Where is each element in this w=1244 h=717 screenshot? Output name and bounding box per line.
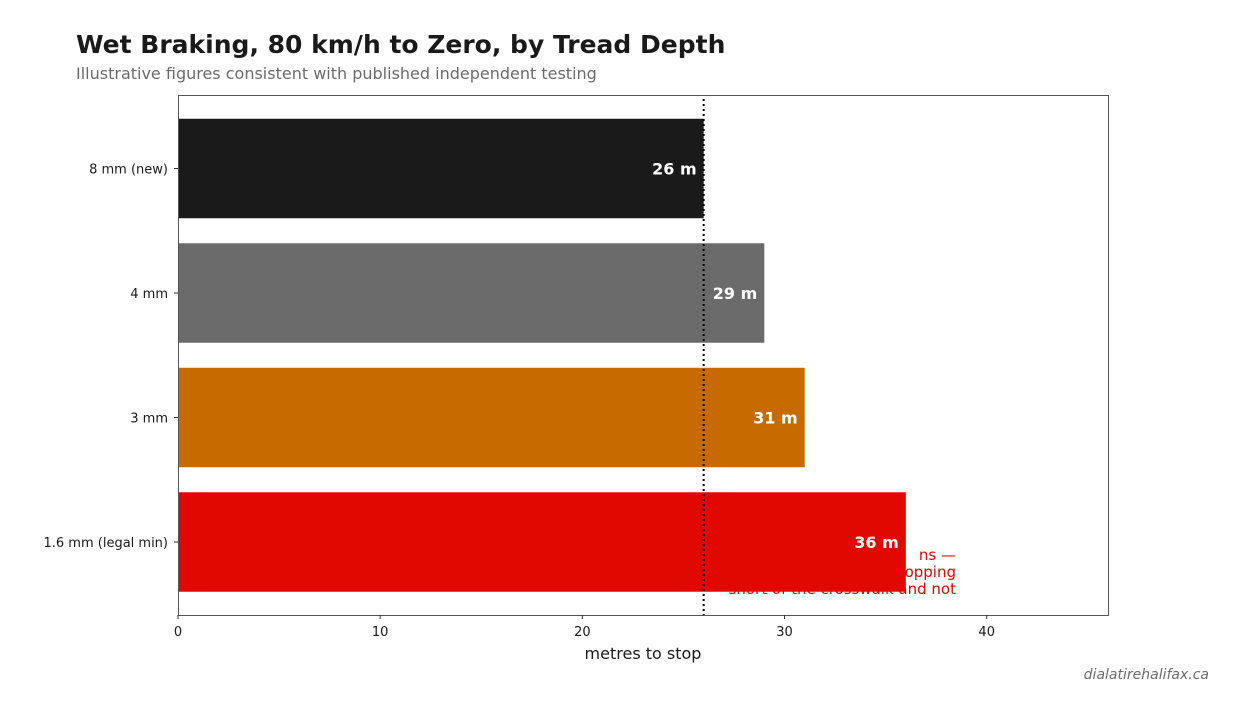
x-tick-label: 0 <box>174 625 182 640</box>
bars-layer <box>178 118 906 592</box>
watermark: dialatirehalifax.ca <box>1083 667 1209 683</box>
data-label: 29 m <box>713 284 758 303</box>
x-tick-label: 30 <box>776 625 793 640</box>
x-tick-label: 20 <box>574 625 591 640</box>
category-label: 4 mm <box>130 287 168 302</box>
x-tick-label: 40 <box>978 625 995 640</box>
data-labels-layer: 26 m 29 m 31 m 36 m <box>652 160 899 553</box>
category-label: 8 mm (new) <box>89 163 168 178</box>
axis-ticks-layer: 8 mm (new) 4 mm 3 mm 1.6 mm (legal min) 0 10 2… <box>44 163 995 641</box>
annotation-text: ns — <box>919 546 956 564</box>
data-label: 31 m <box>753 409 798 428</box>
plot-frame <box>178 95 1109 616</box>
bar <box>178 118 704 219</box>
bar <box>178 492 906 592</box>
data-label: 36 m <box>854 533 899 552</box>
chart-subtitle: Illustrative figures consistent with pub… <box>76 64 597 83</box>
chart-title: Wet Braking, 80 km/h to Zero, by Tread D… <box>76 30 726 59</box>
bar <box>178 243 765 343</box>
category-label: 1.6 mm (legal min) <box>44 536 169 551</box>
annotation-text: stopping <box>891 563 956 581</box>
data-label: 26 m <box>652 160 697 179</box>
x-axis-label: metres to stop <box>585 644 702 663</box>
bar <box>178 367 805 468</box>
category-label: 3 mm <box>130 412 168 427</box>
x-tick-label: 10 <box>372 625 389 640</box>
